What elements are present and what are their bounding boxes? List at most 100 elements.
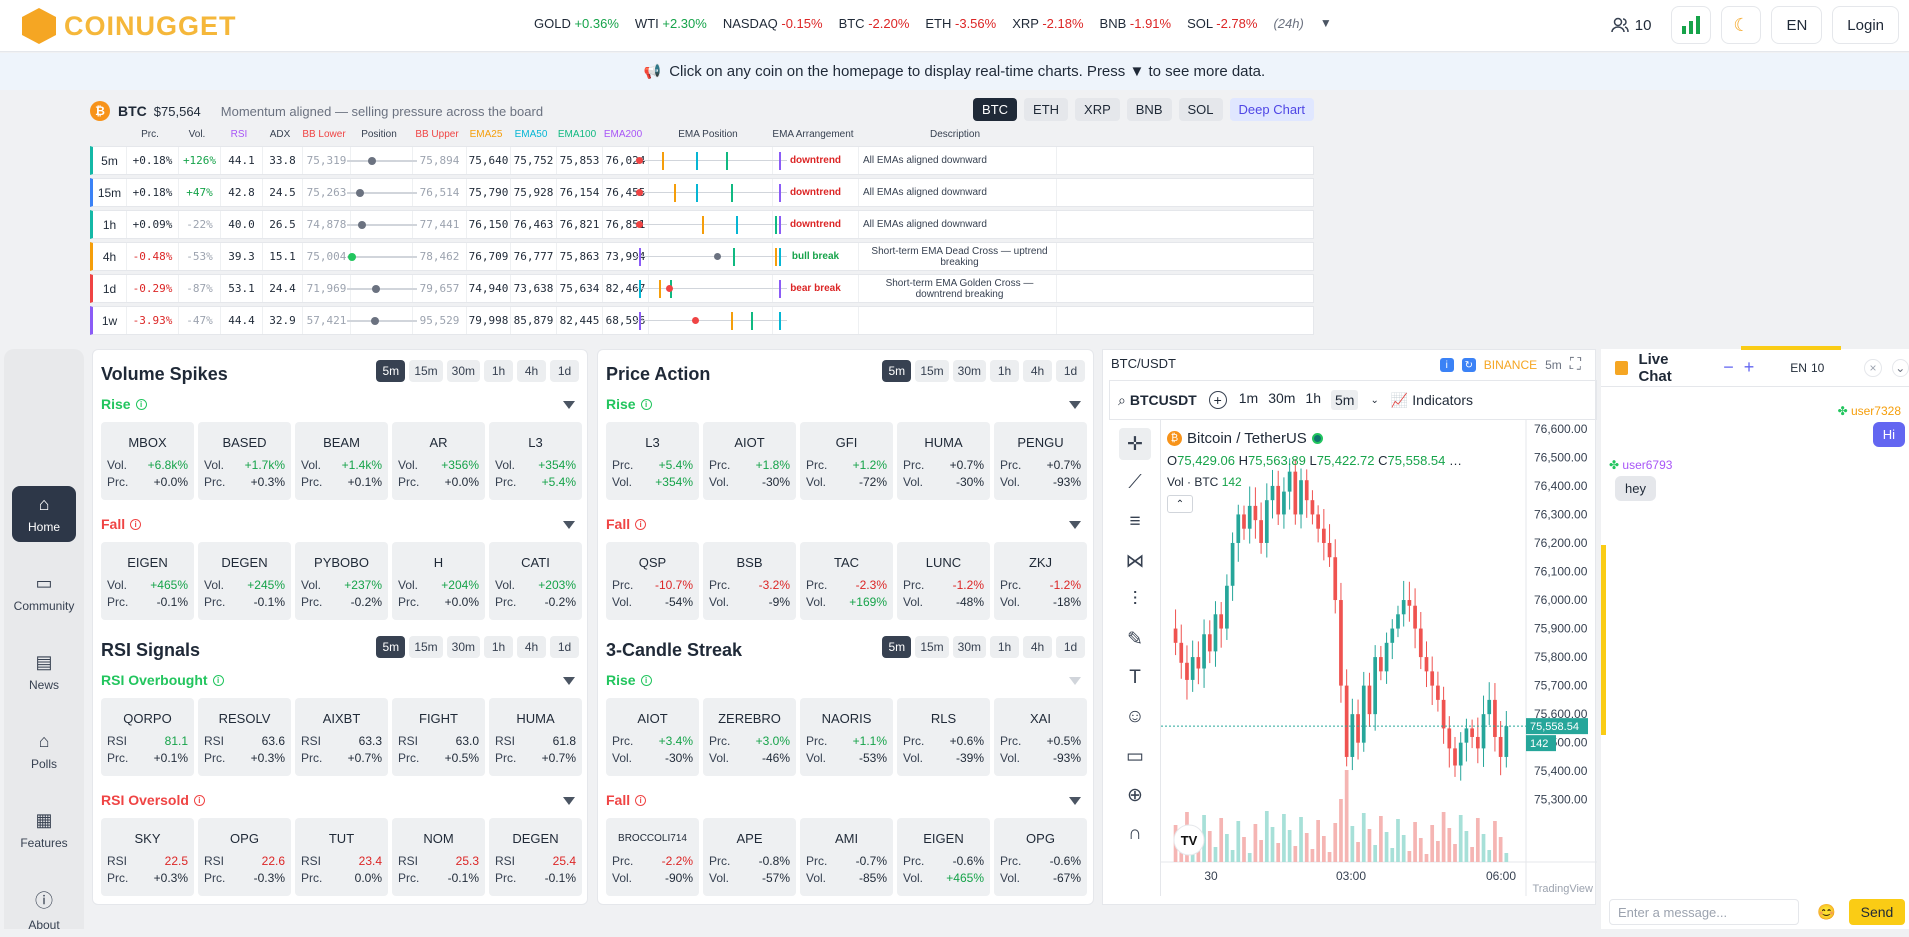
coin-card[interactable]: OPG Prc. -0.6% Vol. -67% — [994, 818, 1087, 896]
timeframe-button[interactable]: 4h — [1023, 360, 1052, 382]
coin-card[interactable]: AIXBT RSI 63.3 Prc. +0.7% — [295, 698, 388, 776]
ticker-item[interactable]: NASDAQ -0.15% — [723, 16, 823, 31]
text-icon[interactable]: T — [1129, 667, 1141, 688]
info-icon[interactable]: i — [193, 794, 205, 806]
brand-logo[interactable]: COINUGGET — [22, 8, 237, 44]
ema-row[interactable]: 5m +0.18% +126% 44.1 33.8 75,319 75,894 75,640 7… — [90, 146, 1314, 175]
coin-card[interactable]: NOM RSI 25.3 Prc. -0.1% — [392, 818, 485, 896]
chat-scrollbar[interactable] — [1601, 545, 1606, 735]
coin-card[interactable]: AR Vol. +356% Prc. +0.0% — [392, 422, 485, 500]
ema-row[interactable]: 15m +0.18% +47% 42.8 24.5 75,263 76,514 75,790 7… — [90, 178, 1314, 207]
coin-card[interactable]: XAI Prc. +0.5% Vol. -93% — [994, 698, 1087, 776]
coin-card[interactable]: CATI Vol. +203% Prc. -0.2% — [489, 542, 582, 620]
ema-row[interactable]: 1h +0.09% -22% 40.0 26.5 74,878 77,441 76,150 76… — [90, 210, 1314, 239]
pattern-icon[interactable]: ⋈ — [1125, 550, 1145, 572]
coin-card[interactable]: BEAM Vol. +1.4k% Prc. +0.1% — [295, 422, 388, 500]
indicators-icon[interactable]: 📈 — [1390, 391, 1409, 408]
zoom-icon[interactable]: ⊕ — [1127, 784, 1143, 806]
timeframe-button[interactable]: 4h — [517, 636, 546, 658]
coin-card[interactable]: L3 Prc. +5.4% Vol. +354% — [606, 422, 699, 500]
expand-triangle-icon[interactable] — [1069, 797, 1081, 805]
coin-card[interactable]: TAC Prc. -2.3% Vol. +169% — [800, 542, 893, 620]
coin-card[interactable]: QORPO RSI 81.1 Prc. +0.1% — [101, 698, 194, 776]
chart-symbol[interactable]: BTCUSDT — [1129, 392, 1197, 408]
trendline-icon[interactable]: ⟋ — [1128, 472, 1142, 493]
crosshair-icon[interactable]: ✛ — [1119, 428, 1151, 460]
coin-card[interactable]: BROCCOLI714 Prc. -2.2% Vol. -90% — [606, 818, 699, 896]
close-chat-icon[interactable]: × — [1864, 358, 1882, 377]
sidebar-item-about[interactable]: ⓘ About — [12, 881, 76, 937]
coin-card[interactable]: HUMA Prc. +0.7% Vol. -30% — [897, 422, 990, 500]
chart-interval-button[interactable]: 30m — [1268, 390, 1296, 406]
coin-card[interactable]: SKY RSI 22.5 Prc. +0.3% — [101, 818, 194, 896]
expand-triangle-icon[interactable] — [563, 797, 575, 805]
coin-button[interactable]: SOL — [1178, 98, 1223, 121]
ticker-item[interactable]: BNB -1.91% — [1100, 16, 1172, 31]
timeframe-button[interactable]: 5m — [376, 636, 406, 658]
coin-card[interactable]: FIGHT RSI 63.0 Prc. +0.5% — [392, 698, 485, 776]
ticker-item[interactable]: BTC -2.20% — [839, 16, 910, 31]
coin-card[interactable]: EIGEN Prc. -0.6% Vol. +465% — [897, 818, 990, 896]
timeframe-button[interactable]: 1d — [1056, 636, 1085, 658]
projection-icon[interactable]: ⫶ — [1132, 589, 1138, 610]
coin-card[interactable]: PYBOBO Vol. +237% Prc. -0.2% — [295, 542, 388, 620]
ema-row[interactable]: 1w -3.93% -47% 44.4 32.9 57,421 95,529 79,998 85… — [90, 306, 1314, 335]
coin-card[interactable]: EIGEN Vol. +465% Prc. -0.1% — [101, 542, 194, 620]
ema-row[interactable]: 4h -0.48% -53% 39.3 15.1 75,004 78,462 76,709 76… — [90, 242, 1314, 271]
info-icon[interactable]: i — [135, 398, 147, 410]
info-icon[interactable]: i — [635, 518, 647, 530]
coin-card[interactable]: PENGU Prc. +0.7% Vol. -93% — [994, 422, 1087, 500]
info-icon[interactable]: i — [212, 674, 224, 686]
timeframe-button[interactable]: 1h — [484, 636, 513, 658]
coin-card[interactable]: NAORIS Prc. +1.1% Vol. -53% — [800, 698, 893, 776]
ticker-expand-icon[interactable]: ▼ — [1319, 16, 1332, 30]
expand-triangle-icon[interactable] — [1069, 521, 1081, 529]
coin-card[interactable]: GFI Prc. +1.2% Vol. -72% — [800, 422, 893, 500]
coin-button[interactable]: BTC — [973, 98, 1018, 121]
coin-card[interactable]: AIOT Prc. +3.4% Vol. -30% — [606, 698, 699, 776]
info-icon[interactable]: i — [640, 674, 652, 686]
timeframe-button[interactable]: 1h — [484, 360, 513, 382]
timeframe-button[interactable]: 30m — [952, 360, 986, 382]
expand-triangle-icon[interactable] — [563, 401, 575, 409]
timeframe-button[interactable]: 15m — [915, 636, 949, 658]
dark-mode-button[interactable]: ☾ — [1721, 6, 1762, 44]
brush-icon[interactable]: ✎ — [1127, 628, 1143, 650]
timeframe-button[interactable]: 15m — [409, 636, 443, 658]
ticker-item[interactable]: WTI +2.30% — [635, 16, 707, 31]
timeframe-button[interactable]: 5m — [376, 360, 406, 382]
chat-username[interactable]: ✤ user6793 — [1609, 458, 1672, 472]
emoji-icon[interactable]: ☺ — [1125, 706, 1145, 727]
expand-triangle-icon[interactable] — [1069, 677, 1081, 685]
coin-card[interactable]: RESOLV RSI 63.6 Prc. +0.3% — [198, 698, 291, 776]
language-button[interactable]: EN — [1771, 6, 1823, 44]
sidebar-item-home[interactable]: ⌂ Home — [12, 486, 76, 542]
timeframe-button[interactable]: 5m — [882, 360, 912, 382]
chat-resize-handle[interactable] — [1741, 346, 1841, 350]
timeframe-button[interactable]: 15m — [409, 360, 443, 382]
coin-card[interactable]: ZKJ Prc. -1.2% Vol. -18% — [994, 542, 1087, 620]
coin-card[interactable]: H Vol. +204% Prc. +0.0% — [392, 542, 485, 620]
send-button[interactable]: Send — [1849, 899, 1905, 925]
coin-card[interactable]: DEGEN RSI 25.4 Prc. -0.1% — [489, 818, 582, 896]
shrink-font-button[interactable]: − — [1723, 357, 1734, 377]
coin-card[interactable]: BASED Vol. +1.7k% Prc. +0.3% — [198, 422, 291, 500]
ticker-item[interactable]: SOL -2.78% — [1187, 16, 1257, 31]
timeframe-button[interactable]: 4h — [1023, 636, 1052, 658]
chart-interval-button[interactable]: 1h — [1305, 390, 1321, 406]
ema-row[interactable]: 1d -0.29% -87% 53.1 24.4 71,969 79,657 74,940 73… — [90, 274, 1314, 303]
coin-button[interactable]: BNB — [1126, 98, 1172, 121]
grow-font-button[interactable]: + — [1743, 357, 1755, 377]
tradingview-logo[interactable] — [1173, 824, 1205, 856]
timeframe-button[interactable]: 4h — [517, 360, 546, 382]
sidebar-item-news[interactable]: ▤ News — [12, 644, 76, 700]
refresh-icon[interactable]: ↻ — [1461, 358, 1476, 372]
signal-button[interactable] — [1671, 6, 1712, 44]
emoji-icon[interactable]: 😊 — [1817, 904, 1836, 921]
coin-card[interactable]: TUT RSI 23.4 Prc. 0.0% — [295, 818, 388, 896]
coin-card[interactable]: RLS Prc. +0.6% Vol. -39% — [897, 698, 990, 776]
expand-triangle-icon[interactable] — [1069, 401, 1081, 409]
coin-card[interactable]: OPG RSI 22.6 Prc. -0.3% — [198, 818, 291, 896]
coin-card[interactable]: HUMA RSI 61.8 Prc. +0.7% — [489, 698, 582, 776]
magnet-icon[interactable]: ∩ — [1128, 823, 1142, 844]
